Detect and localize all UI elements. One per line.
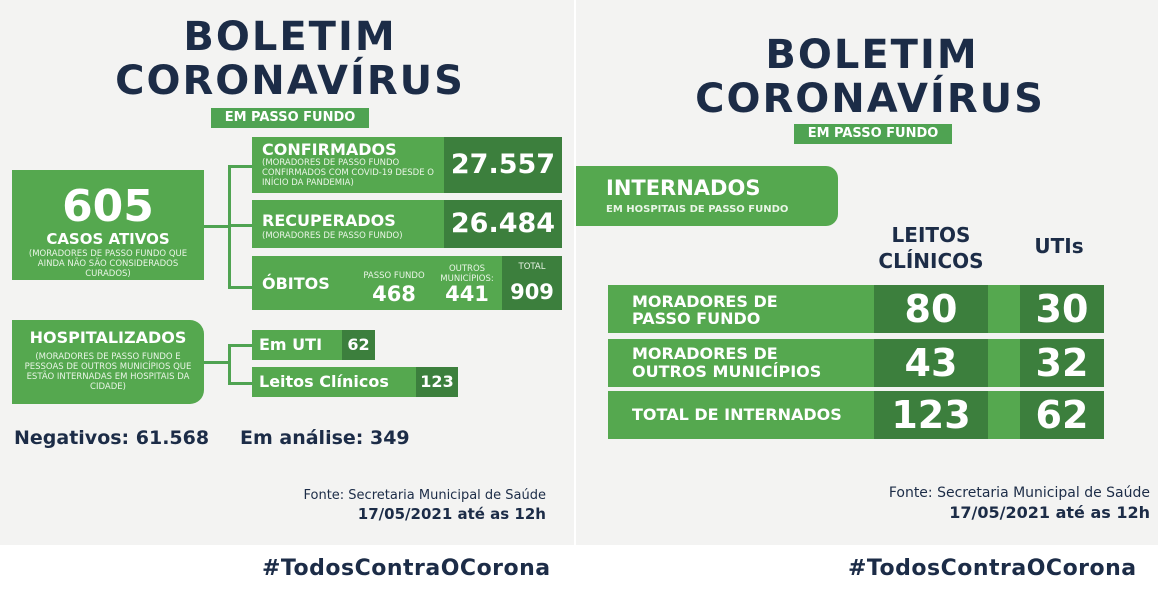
- deaths-total-box: TOTAL 909: [502, 256, 562, 310]
- deaths-other-label: OUTROS MUNICÍPIOS:: [440, 264, 494, 284]
- left-hashtag: #TodosContraOCorona: [262, 556, 551, 581]
- beds-label: Leitos Clínicos: [252, 367, 416, 397]
- row1-uti: 30: [1020, 285, 1104, 333]
- confirmed-value: 27.557: [444, 137, 562, 193]
- right-source: Fonte: Secretaria Municipal de Saúde: [888, 485, 1150, 501]
- row1-label2: PASSO FUNDO: [632, 309, 761, 328]
- deaths-pf-value: 468: [372, 282, 416, 306]
- col-beds-header: LEITOS CLÍNICOS: [878, 223, 984, 273]
- deaths-box: ÓBITOS PASSO FUNDO 468 OUTROS MUNICÍPIOS…: [252, 256, 502, 310]
- uti-value: 62: [342, 330, 375, 360]
- left-bulletin: BOLETIM CORONAVÍRUS EM PASSO FUNDO 605 C…: [0, 0, 574, 545]
- interned-desc: EM HOSPITAIS DE PASSO FUNDO: [606, 204, 789, 215]
- deaths-label: ÓBITOS: [262, 274, 330, 293]
- right-bulletin: BOLETIM CORONAVÍRUS EM PASSO FUNDO INTER…: [576, 0, 1158, 545]
- table-row: MORADORES DE PASSO FUNDO 80 30: [608, 285, 1104, 333]
- active-cases-desc: (MORADORES DE PASSO FUNDO QUE AINDA NÃO …: [28, 249, 188, 279]
- row2-uti: 32: [1020, 339, 1104, 387]
- beds-value: 123: [416, 367, 458, 397]
- right-title-line2: CORONAVÍRUS: [695, 76, 1045, 122]
- hospitalized-label: HOSPITALIZADOS: [29, 328, 187, 347]
- active-cases-label: CASOS ATIVOS: [46, 230, 170, 248]
- analysis-text: Em análise: 349: [240, 427, 410, 449]
- row1-beds: 80: [874, 285, 988, 333]
- interned-label: INTERNADOS: [606, 176, 761, 200]
- left-title-line1: BOLETIM: [183, 14, 397, 60]
- recovered-value: 26.484: [444, 200, 562, 248]
- active-cases-box: 605 CASOS ATIVOS (MORADORES DE PASSO FUN…: [12, 170, 204, 280]
- footer-bar: [0, 545, 1158, 597]
- deaths-total-value: 909: [510, 280, 554, 304]
- row1-label1: MORADORES DE: [632, 292, 778, 311]
- row2-label1: MORADORES DE: [632, 344, 778, 363]
- left-source: Fonte: Secretaria Municipal de Saúde: [303, 488, 546, 503]
- negatives-text: Negativos: 61.568: [14, 427, 210, 449]
- row2-beds: 43: [874, 339, 988, 387]
- right-date: 17/05/2021 até as 12h: [949, 503, 1150, 522]
- confirmed-label-box: CONFIRMADOS (MORADORES DE PASSO FUNDO CO…: [252, 137, 444, 193]
- row2-label2: OUTROS MUNICÍPIOS: [632, 362, 822, 381]
- row3-label1: TOTAL DE INTERNADOS: [632, 405, 842, 424]
- recovered-label-box: RECUPERADOS (MORADORES DE PASSO FUNDO): [252, 200, 444, 248]
- right-title-line1: BOLETIM: [765, 32, 979, 78]
- active-cases-value: 605: [62, 181, 154, 232]
- confirmed-label: CONFIRMADOS: [262, 140, 397, 159]
- right-subtitle-badge: EM PASSO FUNDO: [794, 124, 952, 144]
- table-row: MORADORES DE OUTROS MUNICÍPIOS 43 32: [608, 339, 1104, 387]
- left-title-line2: CORONAVÍRUS: [115, 58, 465, 104]
- left-date: 17/05/2021 até as 12h: [357, 505, 546, 523]
- interned-box: INTERNADOS EM HOSPITAIS DE PASSO FUNDO: [576, 166, 838, 226]
- right-hashtag: #TodosContraOCorona: [848, 556, 1137, 581]
- deaths-pf-label: PASSO FUNDO: [363, 271, 425, 281]
- table-row: TOTAL DE INTERNADOS 123 62: [608, 391, 1104, 439]
- recovered-label: RECUPERADOS: [262, 211, 396, 230]
- col-uti-header: UTIs: [1034, 234, 1084, 258]
- row3-uti: 62: [1020, 391, 1104, 439]
- left-subtitle-badge: EM PASSO FUNDO: [211, 108, 369, 128]
- hospitalized-box: HOSPITALIZADOS (MORADORES DE PASSO FUNDO…: [12, 320, 204, 404]
- deaths-other-value: 441: [445, 282, 489, 306]
- hospitalized-desc: (MORADORES DE PASSO FUNDO E PESSOAS DE O…: [24, 352, 192, 392]
- row3-beds: 123: [874, 391, 988, 439]
- deaths-total-label: TOTAL: [518, 262, 546, 272]
- confirmed-desc: (MORADORES DE PASSO FUNDO CONFIRMADOS CO…: [262, 158, 434, 188]
- uti-label: Em UTI: [252, 330, 342, 360]
- recovered-desc: (MORADORES DE PASSO FUNDO): [262, 231, 403, 241]
